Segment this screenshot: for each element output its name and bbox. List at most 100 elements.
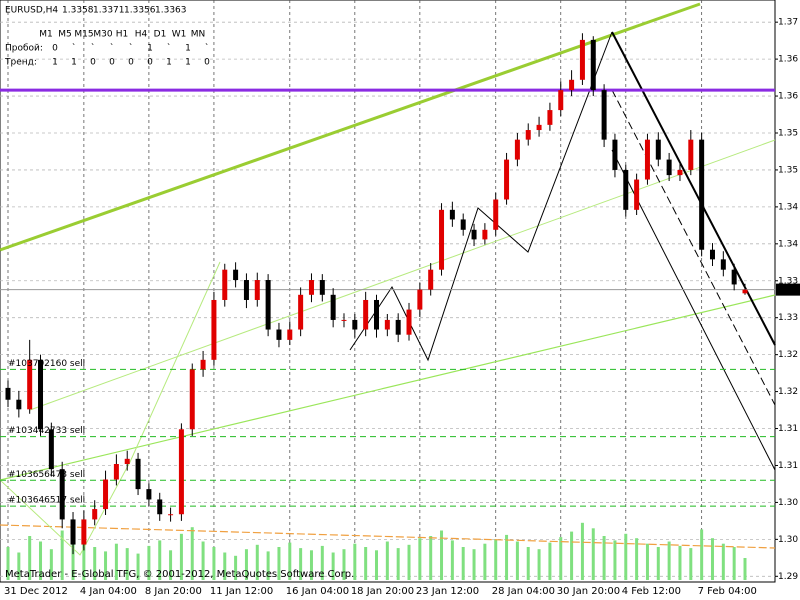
volume-bar: [429, 536, 433, 580]
y-tick-label: 1.37: [778, 18, 798, 28]
indicator-cell: 0: [147, 58, 153, 68]
candle-body: [504, 159, 510, 200]
volume-bar: [656, 547, 660, 580]
y-tick-label: 1.30: [778, 535, 798, 545]
volume-bar: [201, 541, 205, 580]
indicator-row-label: Тренд:: [4, 58, 37, 68]
volume: [6, 522, 747, 580]
candle-body: [439, 209, 445, 270]
candle-body: [319, 280, 325, 295]
volume-bar: [559, 537, 563, 580]
indicator-row-label: Пробой:: [5, 44, 43, 54]
volume-bar: [212, 547, 216, 580]
volume-bar: [234, 555, 238, 580]
candle-body: [547, 110, 553, 125]
volume-bar: [602, 536, 606, 580]
candle-body: [113, 464, 119, 480]
volume-bar: [667, 541, 671, 580]
candle-body: [720, 259, 726, 270]
volume-bar: [743, 558, 747, 580]
volume-bar: [320, 545, 324, 580]
candle-body: [699, 139, 705, 250]
x-tick-label: 23 Jan 12:00: [416, 586, 479, 597]
volume-bar: [613, 540, 617, 580]
volume-bar: [60, 530, 64, 580]
volume-bar: [678, 545, 682, 580]
plot-frame: [0, 0, 776, 583]
candle-body: [677, 169, 683, 176]
y-tick-label: 1.34: [778, 239, 798, 249]
y-tick-label: 1.32: [778, 387, 798, 397]
y-tick-label: 1.31: [778, 461, 798, 471]
order-label: #103442733 sell: [8, 426, 85, 436]
volume-bar: [104, 551, 108, 580]
volume-bar: [190, 527, 194, 580]
trendline: [0, 524, 776, 549]
indicator-timeframe: W1: [172, 30, 187, 40]
candle-body: [189, 369, 195, 430]
candle-body: [688, 139, 694, 170]
volume-bar: [526, 547, 530, 580]
volume-bar: [17, 552, 21, 580]
candle-body: [601, 90, 607, 140]
candle-body: [384, 319, 390, 330]
x-tick-label: 11 Jan 12:00: [210, 586, 273, 597]
volume-bar: [288, 542, 292, 580]
candle-body: [168, 514, 174, 516]
candle-body: [298, 294, 304, 330]
indicator-timeframe: M15: [74, 30, 93, 40]
candle-body: [558, 90, 564, 111]
volume-bar: [689, 548, 693, 580]
candle-body: [742, 289, 748, 294]
volume-bar: [580, 522, 584, 580]
indicator-timeframe: D1: [154, 30, 167, 40]
candle-body: [482, 229, 488, 240]
indicator-cell: 0: [90, 58, 96, 68]
candle-body: [579, 39, 585, 80]
volume-bar: [591, 528, 595, 580]
candle-body: [536, 124, 542, 131]
volume-bar: [515, 541, 519, 580]
indicator-timeframe: H1: [116, 30, 129, 40]
volume-bar: [472, 549, 476, 580]
indicator-cell: `: [72, 43, 77, 54]
volume-bar: [158, 540, 162, 580]
x-tick-label: 4 Jan 04:00: [80, 586, 137, 597]
y-tick-label: 1.36: [778, 55, 798, 65]
candle-body: [103, 479, 109, 510]
volume-bar: [505, 534, 509, 580]
candle-body: [308, 280, 314, 295]
candle-body: [124, 458, 130, 464]
volume-bar: [364, 547, 368, 580]
volume-bar: [700, 529, 704, 580]
volume-bar: [375, 550, 378, 580]
candle-body: [16, 399, 22, 410]
header-price: 1.3363: [155, 6, 187, 16]
indicator-cell: `: [129, 43, 134, 54]
volume-bar: [82, 538, 86, 580]
candle-body: [254, 280, 260, 300]
candle-body: [157, 499, 163, 515]
trendline: [611, 149, 776, 471]
trendline: [611, 89, 776, 406]
volume-bar: [125, 548, 129, 580]
volume-bar: [450, 540, 454, 580]
candle-body: [374, 299, 379, 330]
symbol-title: EURUSD,H4: [5, 6, 58, 16]
indicator-timeframe: M5: [58, 30, 72, 40]
volume-bar: [179, 533, 183, 580]
volume-bar: [255, 544, 259, 580]
candle-body: [493, 199, 499, 230]
candle-body: [59, 469, 65, 520]
indicator-timeframe: MN: [191, 30, 206, 40]
volume-bar: [570, 531, 574, 580]
volume-bar: [461, 547, 465, 580]
labels: EURUSD,H4 1.37 1.36 1.36 1.35 1.35 1.34 1.34 1.…: [4, 6, 800, 597]
trendline: [0, 294, 776, 481]
candle-body: [612, 139, 618, 170]
candle-body: [243, 280, 249, 300]
candle-body: [146, 489, 152, 500]
x-tick-label: 30 Jan 20:00: [557, 586, 620, 597]
candle-body: [363, 299, 369, 330]
